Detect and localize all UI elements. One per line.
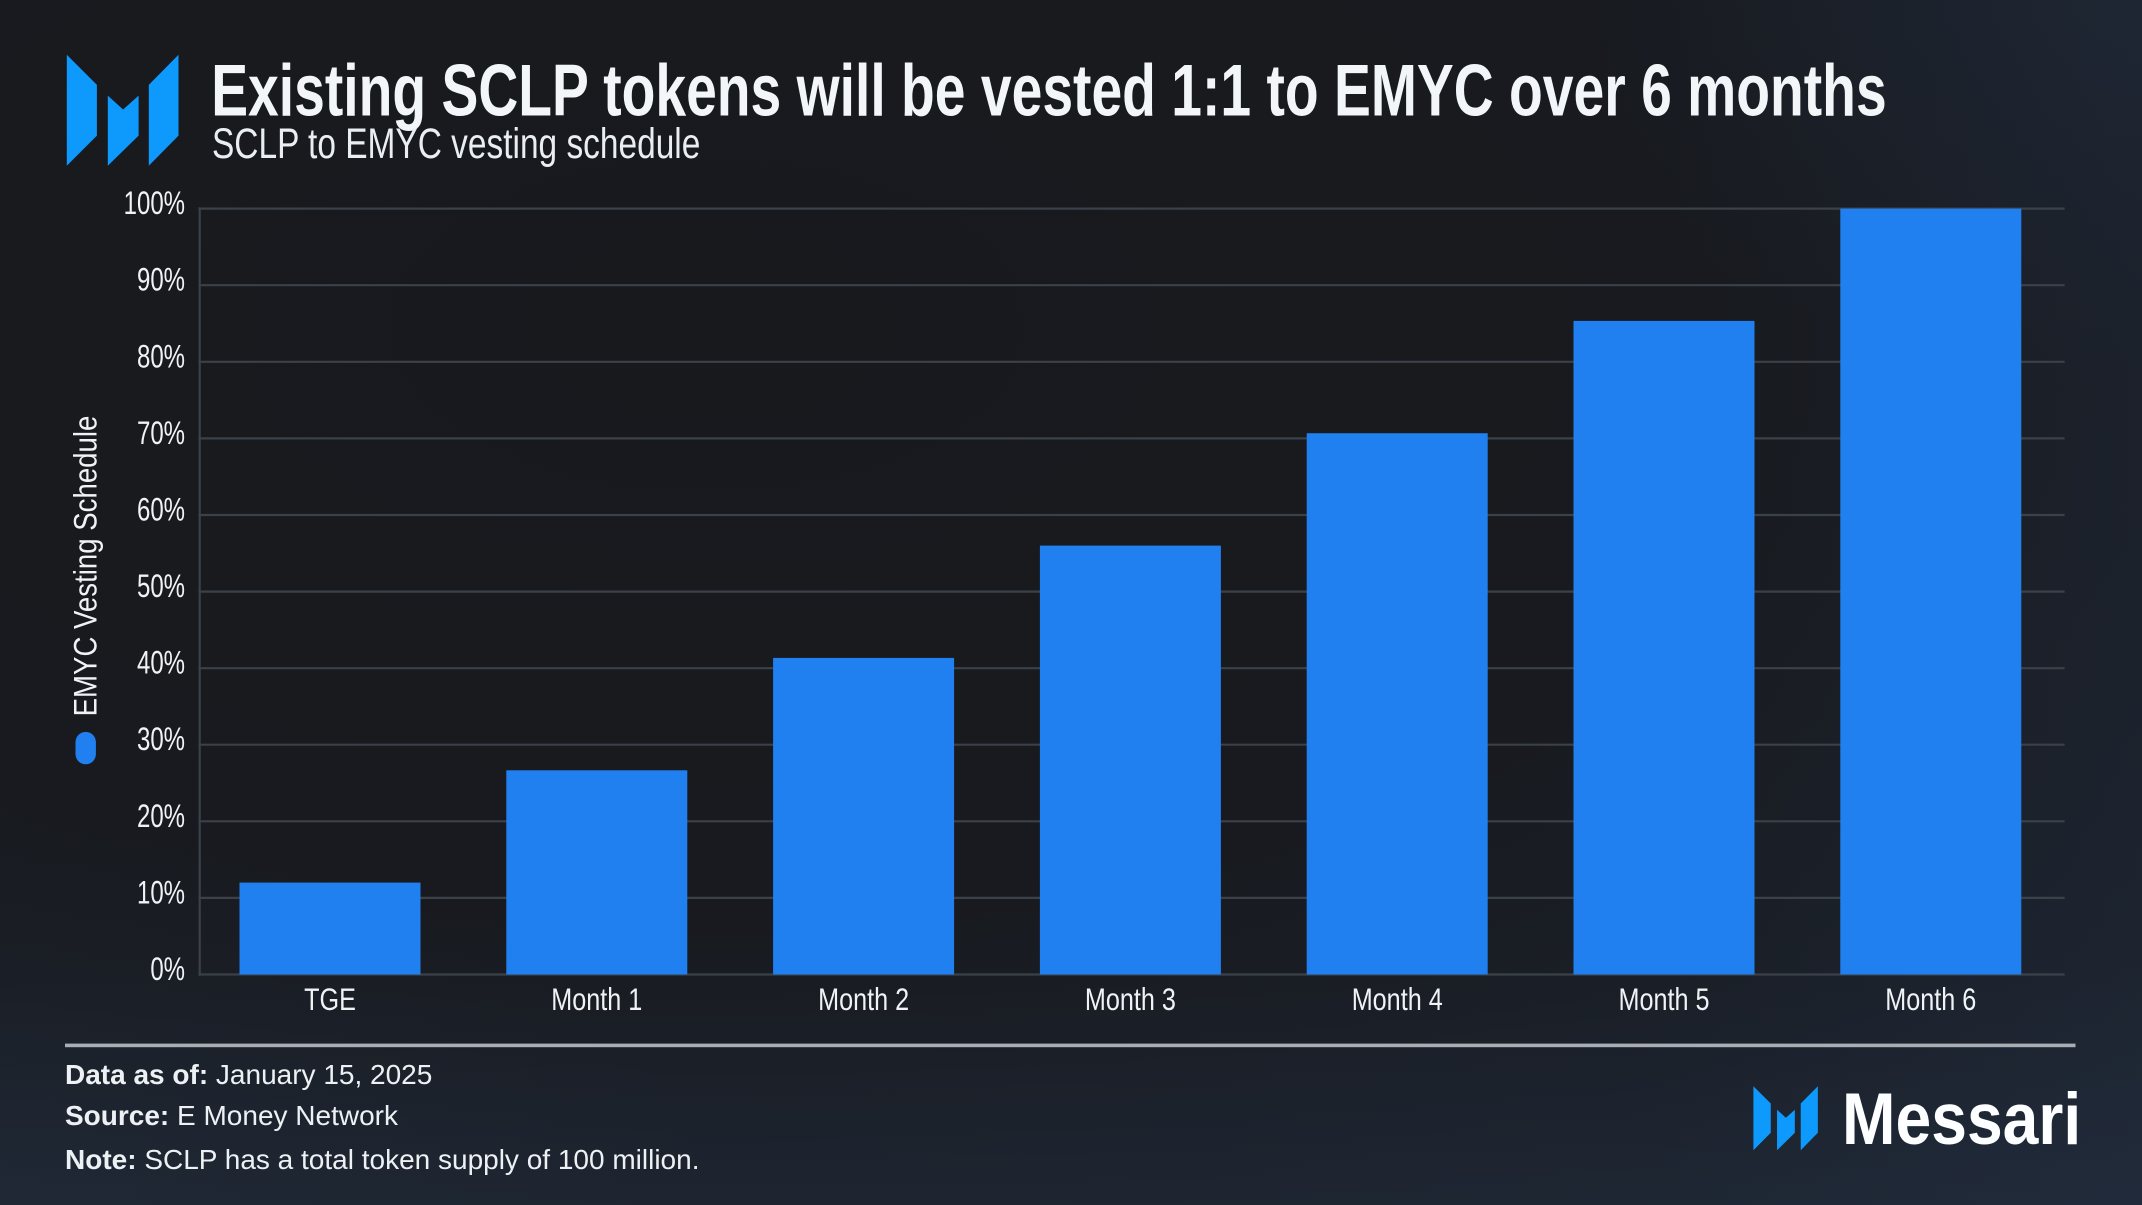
svg-text:70%: 70% (137, 414, 185, 450)
svg-text:80%: 80% (137, 338, 185, 374)
svg-text:40%: 40% (137, 644, 185, 680)
svg-text:90%: 90% (137, 261, 185, 297)
svg-text:Messari: Messari (1842, 1078, 2081, 1160)
svg-text:EMYC Vesting Schedule: EMYC Vesting Schedule (68, 416, 103, 717)
svg-text:0%: 0% (150, 951, 185, 987)
svg-text:Existing SCLP tokens will be v: Existing SCLP tokens will be vested 1:1 … (211, 49, 1886, 131)
svg-text:Month 5: Month 5 (1618, 982, 1709, 1017)
svg-text:Source: E Money Network: Source: E Money Network (65, 1100, 399, 1131)
svg-text:Data as of: January 15, 2025: Data as of: January 15, 2025 (65, 1059, 432, 1090)
svg-text:Month 6: Month 6 (1885, 982, 1976, 1017)
svg-text:Month 4: Month 4 (1352, 982, 1443, 1017)
svg-text:100%: 100% (124, 185, 185, 221)
svg-text:60%: 60% (137, 491, 185, 527)
svg-text:Note: SCLP has a total token s: Note: SCLP has a total token supply of 1… (65, 1144, 699, 1175)
svg-text:20%: 20% (137, 797, 185, 833)
svg-text:SCLP to EMYC vesting schedule: SCLP to EMYC vesting schedule (212, 120, 700, 168)
svg-text:50%: 50% (137, 568, 185, 604)
svg-text:Month 3: Month 3 (1085, 982, 1176, 1017)
svg-text:TGE: TGE (304, 982, 356, 1017)
svg-text:30%: 30% (137, 721, 185, 757)
svg-text:10%: 10% (137, 874, 185, 910)
svg-text:Month 1: Month 1 (551, 982, 642, 1017)
svg-text:Month 2: Month 2 (818, 982, 909, 1017)
